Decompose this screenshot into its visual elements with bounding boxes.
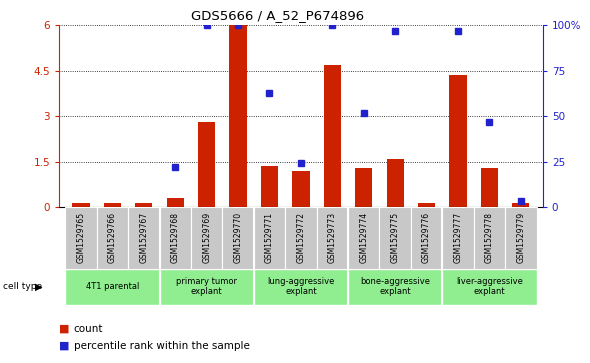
- FancyBboxPatch shape: [474, 207, 505, 269]
- FancyBboxPatch shape: [97, 207, 128, 269]
- FancyBboxPatch shape: [159, 207, 191, 269]
- Text: primary tumor
explant: primary tumor explant: [176, 277, 237, 297]
- Text: percentile rank within the sample: percentile rank within the sample: [74, 340, 250, 351]
- FancyBboxPatch shape: [317, 207, 348, 269]
- FancyBboxPatch shape: [379, 207, 411, 269]
- Text: GSM1529770: GSM1529770: [234, 212, 242, 263]
- Text: GSM1529768: GSM1529768: [171, 212, 180, 263]
- FancyBboxPatch shape: [348, 207, 379, 269]
- FancyBboxPatch shape: [65, 269, 159, 305]
- FancyBboxPatch shape: [128, 207, 159, 269]
- FancyBboxPatch shape: [442, 207, 474, 269]
- Bar: [324, 65, 341, 207]
- Bar: [104, 203, 121, 207]
- Text: GSM1529766: GSM1529766: [108, 212, 117, 263]
- Bar: [166, 199, 184, 207]
- Text: GSM1529779: GSM1529779: [516, 212, 525, 263]
- Text: GSM1529771: GSM1529771: [265, 212, 274, 263]
- FancyBboxPatch shape: [65, 207, 97, 269]
- Bar: [198, 122, 215, 207]
- Bar: [450, 75, 467, 207]
- Text: bone-aggressive
explant: bone-aggressive explant: [360, 277, 430, 297]
- Bar: [355, 168, 372, 207]
- FancyBboxPatch shape: [348, 269, 442, 305]
- Text: GSM1529776: GSM1529776: [422, 212, 431, 263]
- Text: 4T1 parental: 4T1 parental: [86, 282, 139, 291]
- Bar: [73, 203, 90, 207]
- Text: ▶: ▶: [35, 282, 43, 292]
- Bar: [386, 159, 404, 207]
- Text: ■: ■: [59, 340, 70, 351]
- Text: GSM1529777: GSM1529777: [454, 212, 463, 263]
- Bar: [135, 203, 152, 207]
- FancyBboxPatch shape: [505, 207, 536, 269]
- Text: GSM1529774: GSM1529774: [359, 212, 368, 263]
- Text: GSM1529778: GSM1529778: [485, 212, 494, 263]
- FancyBboxPatch shape: [191, 207, 222, 269]
- Bar: [512, 203, 529, 207]
- FancyBboxPatch shape: [159, 269, 254, 305]
- Bar: [230, 25, 247, 207]
- Text: cell type: cell type: [3, 282, 42, 291]
- FancyBboxPatch shape: [411, 207, 442, 269]
- Bar: [481, 168, 498, 207]
- Text: count: count: [74, 323, 103, 334]
- Text: GSM1529765: GSM1529765: [77, 212, 86, 263]
- Bar: [261, 166, 278, 207]
- Text: GSM1529772: GSM1529772: [296, 212, 306, 263]
- Text: GSM1529775: GSM1529775: [391, 212, 399, 263]
- Text: ■: ■: [59, 323, 70, 334]
- Text: GSM1529769: GSM1529769: [202, 212, 211, 263]
- Text: lung-aggressive
explant: lung-aggressive explant: [267, 277, 335, 297]
- Bar: [292, 171, 310, 207]
- FancyBboxPatch shape: [285, 207, 317, 269]
- Bar: [418, 203, 435, 207]
- Text: liver-aggressive
explant: liver-aggressive explant: [456, 277, 523, 297]
- Text: GSM1529773: GSM1529773: [328, 212, 337, 263]
- Text: GSM1529767: GSM1529767: [139, 212, 148, 263]
- FancyBboxPatch shape: [254, 269, 348, 305]
- FancyBboxPatch shape: [222, 207, 254, 269]
- FancyBboxPatch shape: [442, 269, 536, 305]
- FancyBboxPatch shape: [254, 207, 285, 269]
- Text: GDS5666 / A_52_P674896: GDS5666 / A_52_P674896: [191, 9, 364, 22]
